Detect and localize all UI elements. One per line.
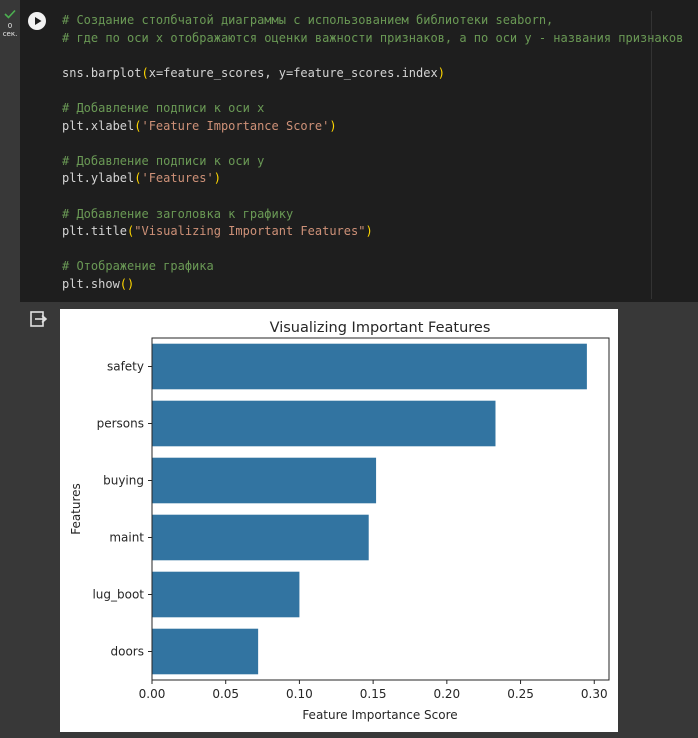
code-line: # Добавление подписи к оси y	[62, 153, 683, 171]
code-line: plt.xlabel('Feature Importance Score')	[62, 118, 683, 136]
execution-time: 0 сек.	[0, 22, 20, 38]
code-line: plt.ylabel('Features')	[62, 170, 683, 188]
y-tick-label: doors	[111, 645, 145, 659]
code-line: plt.show()	[62, 276, 683, 294]
code-cell[interactable]: # Создание столбчатой диаграммы с исполь…	[20, 0, 698, 302]
bar-lug_boot	[152, 571, 300, 618]
code-token: 'Features'	[141, 171, 214, 186]
x-tick-label: 0.00	[139, 687, 166, 701]
code-line	[62, 241, 683, 259]
bar-chart: Visualizing Important Features safety per…	[69, 320, 610, 722]
code-token: plt.title	[62, 224, 128, 239]
code-token: x=feature_scores, y=feature_scores.index	[148, 65, 438, 80]
run-cell-button[interactable]	[28, 12, 46, 30]
y-axis-label: Features	[69, 483, 83, 535]
code-line	[62, 188, 683, 206]
y-tick-label: buying	[103, 474, 144, 488]
execution-count: 0	[7, 22, 13, 30]
code-token: # Создание столбчатой диаграммы с исполь…	[62, 13, 554, 27]
code-token: # Добавление подписи к оси y	[62, 153, 265, 168]
code-line	[62, 82, 683, 100]
code-token: plt.ylabel	[62, 171, 135, 186]
code-line: # Создание столбчатой диаграммы с исполь…	[62, 12, 683, 30]
y-tick-label: maint	[109, 531, 144, 545]
output-redirect-icon[interactable]	[28, 309, 48, 329]
code-token: )	[213, 171, 221, 186]
code-line: # Отображение графика	[62, 258, 683, 276]
code-token: # где по оси x отображаются оценки важно…	[62, 30, 684, 45]
code-line	[62, 135, 683, 153]
y-tick-label: persons	[97, 417, 144, 431]
code-token: "Visualizing Important Features"	[134, 224, 366, 239]
axes-frame	[151, 337, 610, 681]
code-token: 'Feature Importance Score'	[141, 118, 330, 133]
code-token: )	[329, 118, 337, 133]
execution-unit: сек.	[2, 30, 18, 38]
code-ruler	[651, 11, 652, 299]
bar-safety	[152, 343, 587, 390]
code-line: # Добавление заголовка к графику	[62, 206, 683, 224]
code-token: plt.show	[62, 276, 120, 291]
cell-gutter: 0 сек.	[0, 0, 20, 738]
x-tick-label: 0.25	[507, 687, 534, 701]
code-token: (	[127, 224, 135, 239]
x-tick-label: 0.15	[360, 687, 387, 701]
code-line: # где по оси x отображаются оценки важно…	[62, 30, 683, 48]
bar-buying	[152, 457, 377, 504]
code-token: (	[134, 118, 142, 133]
x-axis-label: Feature Importance Score	[302, 708, 457, 722]
code-token: (	[134, 171, 142, 186]
bar-persons	[152, 400, 496, 447]
cell-output: Visualizing Important Features safety per…	[60, 309, 618, 732]
checkmark-icon	[4, 9, 16, 19]
code-token: (	[141, 65, 149, 80]
bar-doors	[152, 628, 259, 675]
x-tick-label: 0.05	[212, 687, 239, 701]
x-tick-label: 0.20	[433, 687, 460, 701]
code-token: plt.xlabel	[62, 118, 135, 133]
code-line: plt.title("Visualizing Important Feature…	[62, 223, 683, 241]
code-line: sns.barplot(x=feature_scores, y=feature_…	[62, 65, 683, 83]
code-line	[62, 47, 683, 65]
y-tick-label: lug_boot	[92, 588, 144, 602]
code-token: # Добавление подписи к оси x	[62, 100, 265, 115]
x-tick-label: 0.30	[581, 687, 608, 701]
x-tick-label: 0.10	[286, 687, 313, 701]
y-tick-label: safety	[107, 360, 144, 374]
code-editor[interactable]: # Создание столбчатой диаграммы с исполь…	[62, 12, 683, 294]
play-icon	[35, 17, 42, 25]
code-token: sns.barplot	[62, 65, 142, 80]
code-line: # Добавление подписи к оси x	[62, 100, 683, 118]
code-token: ()	[119, 276, 135, 291]
chart-title: Visualizing Important Features	[270, 320, 491, 336]
code-token: # Отображение графика	[62, 259, 214, 274]
code-token: # Добавление заголовка к графику	[62, 206, 294, 221]
code-token: )	[365, 224, 373, 239]
code-token: )	[437, 65, 445, 80]
bar-maint	[152, 514, 369, 561]
